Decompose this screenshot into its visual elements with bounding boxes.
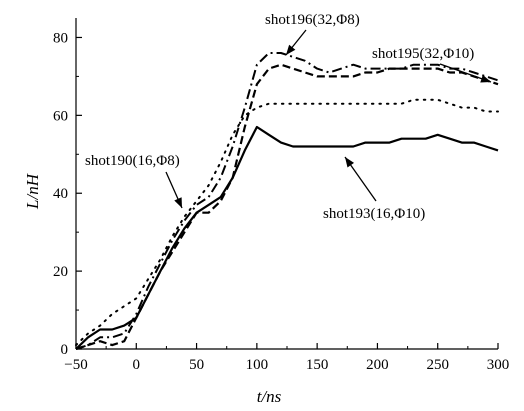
x-tick-label: 250 bbox=[426, 357, 449, 373]
x-tick-label: 0 bbox=[133, 357, 141, 373]
annotation-arrow-head bbox=[480, 74, 491, 83]
x-tick-label: 300 bbox=[487, 357, 510, 373]
annotation-label: shot193(16,Φ10) bbox=[323, 206, 425, 222]
y-tick-label: 60 bbox=[53, 108, 68, 124]
y-tick-label: 40 bbox=[53, 186, 68, 202]
series-group bbox=[75, 52, 499, 351]
annotation-arrow-head bbox=[174, 197, 182, 208]
x-tick-label: −50 bbox=[64, 357, 87, 373]
x-tick-label: 200 bbox=[366, 357, 389, 373]
y-axis-label: L/nH bbox=[23, 172, 42, 210]
y-tick-label: 80 bbox=[53, 30, 68, 46]
annotation-label: shot190(16,Φ8) bbox=[85, 153, 180, 169]
series-line-1 bbox=[75, 63, 499, 351]
annotation-label: shot195(32,Φ10) bbox=[372, 46, 474, 62]
y-tick-label: 20 bbox=[53, 264, 68, 280]
annotation-arrow-head bbox=[286, 44, 296, 55]
y-tick-label: 0 bbox=[61, 342, 69, 358]
annotation-label: shot196(32,Φ8) bbox=[265, 12, 360, 28]
series-line-2 bbox=[75, 52, 499, 350]
annotation-arrow-head bbox=[345, 157, 355, 168]
annotations-group: shot196(32,Φ8) shot195(32,Φ10) shot190(16,… bbox=[85, 12, 492, 222]
x-tick-label: 50 bbox=[189, 357, 204, 373]
x-axis-label: t/ns bbox=[257, 387, 282, 406]
x-tick-label: 150 bbox=[306, 357, 329, 373]
x-tick-label: 100 bbox=[246, 357, 269, 373]
